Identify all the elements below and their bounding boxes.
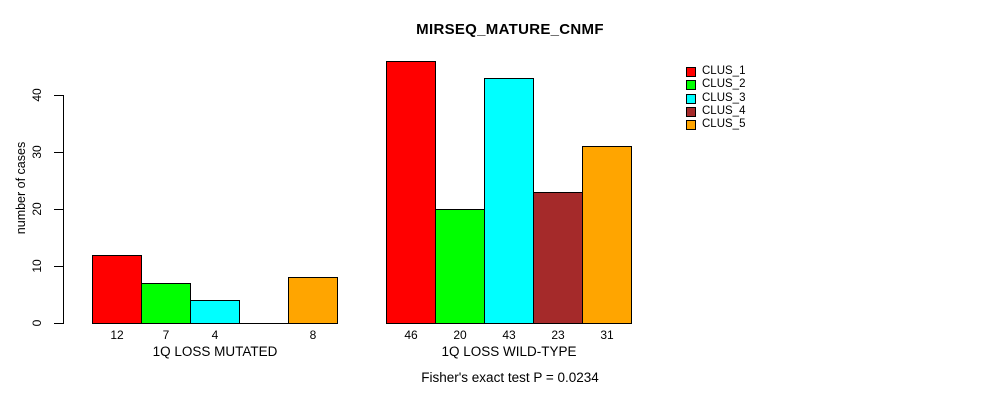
legend-swatch-icon: [686, 93, 696, 104]
legend-swatch-icon: [686, 119, 696, 130]
bar-clus-2: [141, 283, 191, 324]
bar-value-label: 7: [162, 328, 170, 342]
legend-item: CLUS_2: [686, 78, 746, 90]
y-axis-tick-label: 10: [30, 259, 44, 273]
bar-value-label: 20: [453, 328, 467, 342]
y-axis-tick-label: 30: [30, 145, 44, 159]
bar-clus-3: [190, 300, 240, 324]
y-axis-tick-label: 0: [30, 319, 44, 327]
x-group-label: 1Q LOSS WILD-TYPE: [441, 344, 577, 359]
x-group-label: 1Q LOSS MUTATED: [152, 344, 278, 359]
legend-item: CLUS_5: [686, 118, 746, 130]
bar-value-label: 4: [211, 328, 219, 342]
bar-value-label: 43: [502, 328, 516, 342]
legend-item: CLUS_1: [686, 65, 746, 77]
bar-clus-1: [92, 255, 142, 324]
fisher-test-caption: Fisher's exact test P = 0.0234: [421, 370, 599, 385]
bar-clus-5: [582, 146, 632, 324]
legend-item: CLUS_4: [686, 105, 746, 117]
bar-clus-4-zero: [239, 323, 289, 324]
y-axis-tick: [54, 95, 63, 96]
y-axis-tick-label: 40: [30, 88, 44, 102]
y-axis-line: [63, 95, 64, 324]
legend-swatch-icon: [686, 106, 696, 117]
legend-item: CLUS_3: [686, 92, 746, 104]
legend-label: CLUS_3: [702, 92, 746, 104]
bar-value-label: 23: [551, 328, 565, 342]
legend-swatch-icon: [686, 66, 696, 77]
bar-clus-5: [288, 277, 338, 324]
y-axis-tick: [54, 152, 63, 153]
y-axis-tick: [54, 323, 63, 324]
legend-label: CLUS_2: [702, 78, 746, 90]
legend-label: CLUS_5: [702, 118, 746, 130]
y-axis-tick-label: 20: [30, 202, 44, 216]
bar-clus-4: [533, 192, 583, 324]
bar-value-label: 31: [600, 328, 614, 342]
chart-title: MIRSEQ_MATURE_CNMF: [416, 21, 604, 38]
legend-swatch-icon: [686, 79, 696, 90]
bar-clus-1: [386, 61, 436, 324]
bar-clus-2: [435, 209, 485, 324]
bar-clus-3: [484, 78, 534, 324]
bar-value-label: 12: [110, 328, 124, 342]
y-axis-tick: [54, 209, 63, 210]
bar-value-label: 8: [309, 328, 317, 342]
y-axis-label: number of cases: [14, 141, 28, 235]
legend-label: CLUS_1: [702, 65, 746, 77]
bar-value-label: 46: [404, 328, 418, 342]
y-axis-tick: [54, 266, 63, 267]
legend-label: CLUS_4: [702, 105, 746, 117]
